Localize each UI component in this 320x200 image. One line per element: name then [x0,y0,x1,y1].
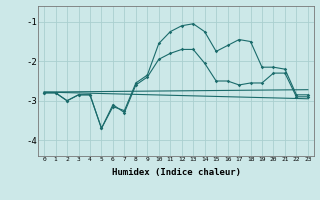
X-axis label: Humidex (Indice chaleur): Humidex (Indice chaleur) [111,168,241,177]
